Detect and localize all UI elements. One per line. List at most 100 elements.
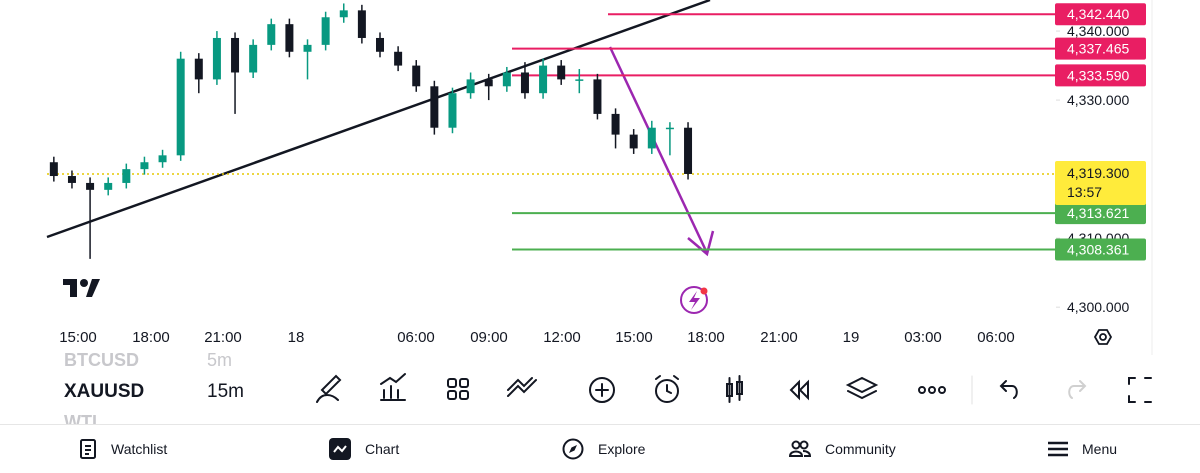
y-tick-label: 4,330.000: [1067, 92, 1129, 108]
price-tag-label: 4,342.440: [1067, 6, 1129, 22]
candle-body: [303, 44, 312, 52]
nav-explore[interactable]: Explore: [562, 425, 645, 473]
candle-body: [140, 162, 149, 170]
candle-body: [104, 182, 113, 190]
fullscreen[interactable]: [1128, 377, 1152, 403]
y-tick-label: 4,300.000: [1067, 299, 1129, 315]
price-tag-label: 4,333.590: [1067, 67, 1129, 83]
candle-body: [647, 127, 656, 149]
toolbar: [316, 373, 1152, 405]
x-tick-label: 15:00: [59, 329, 97, 346]
price-tag-label: 4,337.465: [1067, 41, 1129, 57]
x-tick-label: 18: [288, 329, 305, 346]
candle-body: [593, 79, 602, 114]
nav-label: Chart: [365, 441, 400, 457]
candle-body: [466, 79, 475, 94]
nav-watchlist[interactable]: Watchlist: [79, 425, 167, 473]
replay[interactable]: [789, 379, 809, 401]
candle-body: [430, 86, 439, 128]
candle-body: [158, 155, 167, 163]
price-tag: [1055, 3, 1146, 26]
arrow-drawing[interactable]: [608, 46, 715, 257]
x-tick-label: 06:00: [397, 329, 435, 346]
x-tick-label: 19: [843, 329, 860, 346]
x-tick-label: 18:00: [132, 329, 170, 346]
candle-body: [412, 65, 421, 87]
interval: 15m: [207, 381, 244, 402]
nav-menu[interactable]: Menu: [1048, 425, 1117, 473]
indicators[interactable]: [380, 373, 406, 401]
candle-body: [502, 72, 511, 87]
candle-body: [176, 58, 185, 156]
price-tag-label: 4,308.361: [1067, 241, 1129, 257]
candle-body: [67, 176, 76, 183]
candle-body: [575, 79, 584, 81]
nav-label: Menu: [1082, 441, 1118, 457]
compare[interactable]: [507, 377, 537, 397]
symbol: XAUUSD: [64, 381, 145, 402]
layers[interactable]: [845, 376, 879, 400]
icon: [1048, 441, 1068, 457]
bottom-nav: Watchlist Chart Explore Community Menu: [0, 424, 1200, 473]
x-tick-label: 06:00: [977, 329, 1015, 346]
candle-body: [231, 37, 240, 73]
last-price-label: 4,319.300: [1067, 165, 1129, 181]
x-tick-label: 09:00: [470, 329, 508, 346]
chart-type[interactable]: [726, 375, 743, 403]
candle-body: [194, 58, 203, 80]
undo[interactable]: [999, 380, 1018, 399]
candle-body: [684, 127, 693, 174]
flash-icon[interactable]: [680, 286, 708, 314]
candle-body: [611, 113, 620, 135]
more[interactable]: [918, 386, 946, 394]
candle-body: [376, 37, 384, 52]
tv-logo: [63, 279, 100, 297]
symbol-row[interactable]: WTI30m: [64, 412, 97, 424]
draw-tool[interactable]: [316, 374, 342, 403]
candle-body: [339, 10, 348, 18]
redo[interactable]: [1068, 380, 1087, 399]
price-tag: [1055, 64, 1146, 87]
countdown-label: 13:57: [1067, 184, 1102, 200]
candle-body: [665, 127, 674, 130]
candle-body: [357, 10, 366, 38]
price-tag-label: 4,313.621: [1067, 205, 1129, 221]
candle-body: [539, 65, 548, 94]
symbol: WTI: [64, 412, 97, 424]
candle-body: [448, 93, 457, 128]
candle-body: [49, 162, 58, 177]
nav-label: Explore: [598, 441, 646, 457]
alert[interactable]: [655, 375, 679, 403]
symbol-row[interactable]: BTCUSD 5m: [64, 350, 232, 371]
add[interactable]: [589, 377, 615, 403]
candle-body: [212, 37, 221, 80]
icon: [329, 438, 351, 460]
candle-body: [557, 65, 566, 80]
nav-chart[interactable]: Chart: [329, 425, 399, 473]
x-tick-label: 21:00: [760, 329, 798, 346]
trend-line[interactable]: [46, 0, 711, 239]
layouts[interactable]: [447, 378, 469, 400]
candle-body: [321, 17, 330, 45]
y-tick-label: 4,340.000: [1067, 23, 1129, 39]
x-tick-label: 03:00: [904, 329, 942, 346]
candle-body: [484, 79, 493, 87]
candle-body: [267, 24, 276, 45]
candle-body: [86, 182, 95, 190]
candle-body: [394, 51, 403, 66]
candle-body: [249, 44, 258, 73]
x-tick-label: 12:00: [543, 329, 581, 346]
candle-body: [285, 24, 294, 52]
candle-body: [520, 72, 529, 94]
price-tag: [1055, 238, 1146, 261]
icon: [562, 438, 584, 460]
last-price-tag: [1055, 160, 1146, 205]
chart: 4,340.0004,330.0004,310.0004,300.00015:0…: [46, 0, 1153, 355]
candle-body: [629, 134, 638, 149]
symbol-row[interactable]: XAUUSD 15m: [64, 381, 244, 403]
nav-community[interactable]: Community: [789, 425, 896, 473]
nav-label: Community: [825, 441, 896, 457]
x-tick-label: 15:00: [615, 329, 653, 346]
settings-icon[interactable]: [1093, 329, 1113, 345]
